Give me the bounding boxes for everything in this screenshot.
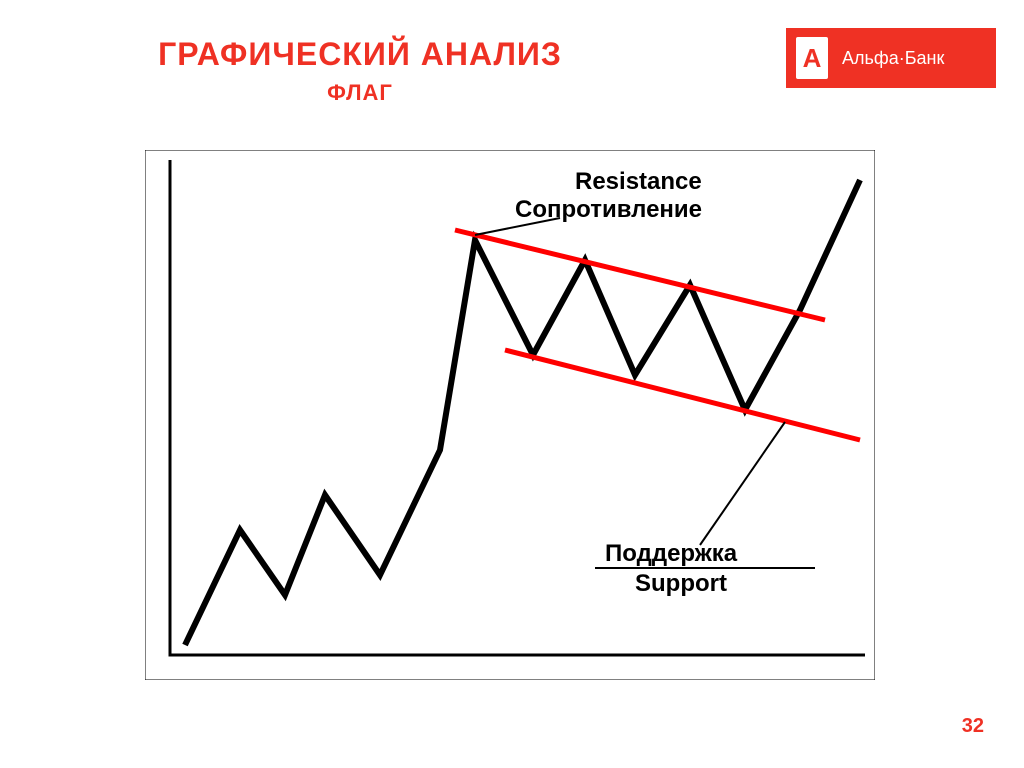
page-number: 32 xyxy=(962,715,984,738)
logo-text: Альфа·Банк xyxy=(842,48,944,69)
resistance-label-en: Resistance xyxy=(575,168,702,196)
flag-pattern-chart: Resistance Сопротивление Поддержка Suppo… xyxy=(145,150,875,680)
resistance-label-ru: Сопротивление xyxy=(515,196,702,224)
logo-mark-icon: А xyxy=(796,37,828,79)
chart-svg xyxy=(145,150,875,680)
page-subtitle: ФЛАГ xyxy=(0,80,720,106)
page-title: ГРАФИЧЕСКИЙ АНАЛИЗ xyxy=(0,36,720,73)
support-label-en: Support xyxy=(635,570,727,598)
brand-logo: А Альфа·Банк xyxy=(786,28,996,88)
support-label-ru: Поддержка xyxy=(605,540,737,568)
